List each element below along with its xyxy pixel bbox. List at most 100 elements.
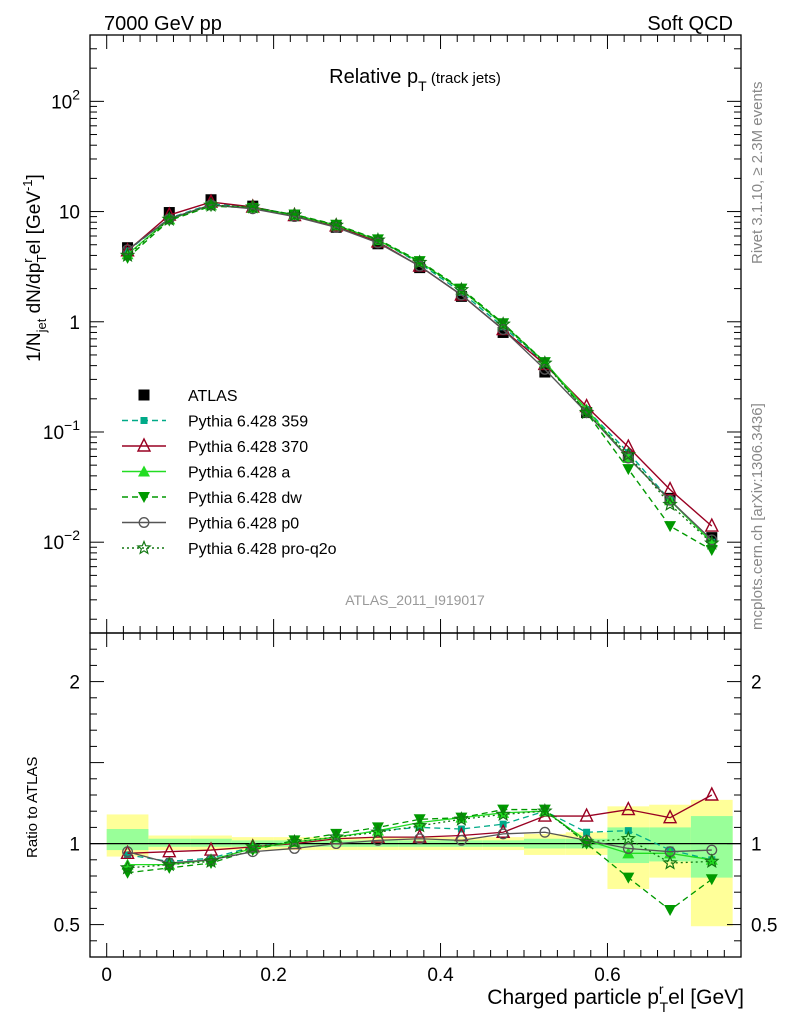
ratio-point-dw [497,804,510,816]
ratio-point-proq2o [537,803,553,818]
ratio-series-line-dw [127,808,713,911]
main-point-proq2o [119,247,136,263]
main-point-dw [205,201,218,213]
main-point-p0 [664,494,676,506]
legend-marker-p359 [140,417,148,424]
main-point-proq2o [161,211,178,226]
ratio-point-proq2o [578,833,595,849]
ratio-point-proq2o [119,859,136,875]
ratio-y-tick-label: 1 [69,835,80,856]
main-point-p0 [414,260,426,272]
main-point-p0 [247,203,259,215]
main-point-p0 [581,407,593,419]
legend-label-a: Pythia 6.428 a [188,465,290,482]
y-tick-label: 102 [51,86,80,113]
ratio-point-a [121,858,134,870]
legend-label-proq2o: Pythia 6.428 pro-q2o [188,541,337,558]
ratio-frame [89,632,742,958]
side-label-mcplots: mcplots.cern.ch [arXiv:1306.3436] [749,403,766,630]
main-point-atlas [497,326,509,338]
ratio-point-dw [288,835,301,847]
main-point-p370 [621,438,636,453]
main-point-p0 [289,211,300,223]
ratio-point-p0 [247,846,259,858]
main-point-p370 [704,517,719,532]
ratio-point-p370 [579,807,594,822]
ratio-plot: 0 0.2 0.4 0.6 0.5 0.5 1 1 2 2 [54,632,777,986]
ratio-xlabel: Charged particle pr Tel [GeV] [487,981,744,1015]
ratio-point-dw [330,828,343,840]
main-point-dw [455,283,468,295]
main-point-proq2o [495,316,511,331]
legend: ATLAS Pythia 6.428 359 Pythia 6.428 370 Pyt… [122,388,337,558]
legend-entry-a: Pythia 6.428 a [122,465,290,482]
legend-marker-atlas [138,389,150,401]
ratio-y-tick-label: 0.5 [54,916,80,937]
ratio-point-p0 [414,833,426,845]
legend-marker-p0 [138,517,150,528]
ratio-y-tick-label-right: 0.5 [751,916,777,937]
legend-marker-a [138,465,150,477]
ratio-point-dw [371,822,384,834]
ratio-point-proq2o [662,854,678,870]
ratio-point-proq2o [286,833,303,849]
main-point-dw [538,357,551,369]
ratio-point-p370 [496,823,511,838]
ratio-point-proq2o [495,806,511,822]
legend-label-dw: Pythia 6.428 dw [188,490,302,507]
ratio-point-p0 [539,826,551,838]
legend-entry-atlas: ATLAS [138,388,238,405]
ratio-point-proq2o [244,838,261,854]
uncertainty-band-inner [106,829,149,851]
ratio-series-line-proq2o [127,810,712,869]
ratio-point-p0 [122,846,134,858]
ratio-y-tick-label-right: 2 [751,673,762,694]
legend-entry-p0: Pythia 6.428 p0 [122,516,299,533]
legend-label-p370: Pythia 6.428 370 [188,439,308,456]
main-point-proq2o [286,206,303,222]
uncertainty-band-inner [148,838,191,847]
main-point-dw [664,521,677,533]
main-point-atlas [539,366,551,378]
ratio-point-dw [622,872,635,884]
ratio-point-p0 [330,838,342,850]
legend-marker-dw [138,492,150,503]
ratio-point-p370 [412,828,427,843]
main-point-proq2o [203,197,219,212]
ratio-point-dw [538,804,551,816]
main-point-proq2o [578,404,595,420]
ratio-point-proq2o [203,853,219,869]
ratio-point-proq2o [328,828,344,844]
ratio-series-line-p370 [127,794,713,854]
ratio-point-p370 [662,809,678,824]
main-point-proq2o [620,446,637,462]
main-point-proq2o [370,232,386,247]
ratio-point-proq2o [620,830,637,846]
main-point-proq2o [244,198,261,214]
main-point-proq2o [453,281,470,297]
ratio-point-proq2o [161,856,178,872]
ratio-point-proq2o [411,817,428,833]
main-point-p0 [497,324,509,336]
main-point-proq2o [328,217,344,232]
ratio-point-p359 [124,851,132,859]
ratio-point-p370 [621,801,636,816]
y-tick-label: 10−2 [43,527,80,554]
x-tick-label: 0.4 [427,965,454,986]
legend-marker-p370 [136,437,152,452]
main-point-atlas [455,290,467,302]
main-series-line-p359 [127,203,713,543]
main-plot: 102 10 1 10−1 10−2 [43,34,742,634]
ratio-point-dw [705,874,718,886]
main-series-line-p0 [127,204,713,541]
ratio-point-p0 [497,828,509,840]
legend-label-atlas: ATLAS [188,388,238,405]
ratio-point-p0 [289,843,300,854]
main-point-proq2o [537,355,553,370]
legend-entry-p359: Pythia 6.428 359 [122,414,308,431]
ratio-ylabel: Ratio to ATLAS [24,757,41,858]
side-label-rivet: Rivet 3.1.10, ≥ 2.3M events [749,82,766,265]
header-right: Soft QCD [647,13,733,35]
ratio-point-p0 [622,843,634,854]
